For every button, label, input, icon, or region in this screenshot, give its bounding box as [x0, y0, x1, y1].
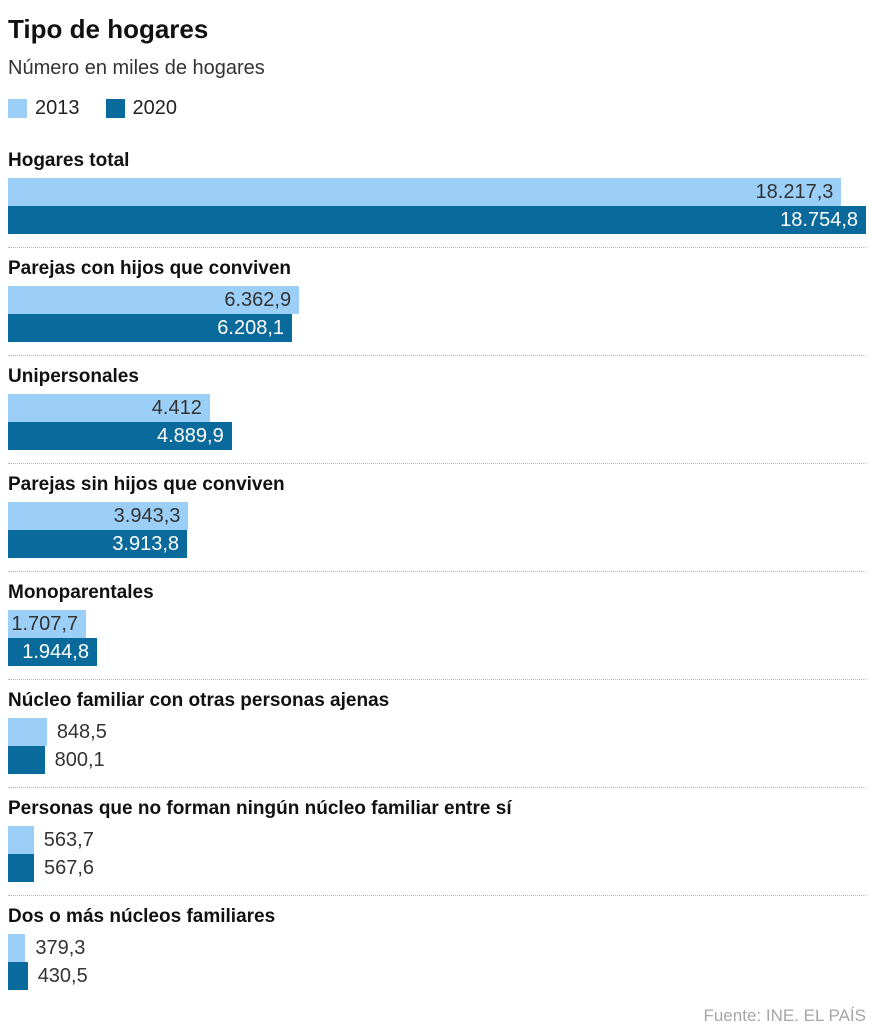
- bar-row-2020: 800,1: [8, 746, 866, 774]
- category-group: Monoparentales 1.707,7 1.944,8: [8, 582, 866, 680]
- group-separator: [8, 787, 866, 788]
- bar-2020: 6.208,1: [8, 314, 292, 342]
- source-credit: Fuente: INE. EL PAÍS: [703, 1006, 866, 1025]
- bar-2020: 1.944,8: [8, 638, 97, 666]
- value-label-2013: 1.707,7: [11, 613, 79, 635]
- value-label-2013: 563,7: [43, 829, 94, 851]
- category-group: Núcleo familiar con otras personas ajena…: [8, 690, 866, 788]
- legend-swatch-2020: [105, 99, 125, 118]
- group-separator: [8, 571, 866, 572]
- bar-row-2020: 6.208,1: [8, 314, 866, 342]
- bar-2013: 848,5: [8, 718, 107, 746]
- bar-row-2013: 379,3: [8, 934, 866, 962]
- bar-row-2013: 4.412: [8, 394, 866, 422]
- category-group: Dos o más núcleos familiares 379,3 430,5: [8, 906, 866, 990]
- bar-row-2013: 6.362,9: [8, 286, 866, 314]
- value-label-2013: 18.217,3: [755, 181, 834, 203]
- bar-row-2020: 567,6: [8, 854, 866, 882]
- bar-2013: 379,3: [8, 934, 85, 962]
- category-label: Parejas con hijos que conviven: [8, 258, 291, 279]
- chart-subtitle: Número en miles de hogares: [8, 57, 265, 79]
- legend-label-2013: 2013: [35, 97, 80, 119]
- value-label-2013: 6.362,9: [224, 289, 292, 311]
- value-label-2013: 379,3: [35, 937, 86, 959]
- category-label: Parejas sin hijos que conviven: [8, 474, 285, 495]
- bar-row-2020: 18.754,8: [8, 206, 866, 234]
- legend-item-2020: 2020: [105, 97, 178, 120]
- chart-title: Tipo de hogares: [8, 14, 209, 44]
- bar-2020: 4.889,9: [8, 422, 232, 450]
- bar-2013: 6.362,9: [8, 286, 300, 314]
- legend-item-2013: 2013: [8, 97, 80, 120]
- bar-2020: 567,6: [8, 854, 94, 882]
- value-label-2020: 3.913,8: [112, 533, 180, 555]
- value-label-2013: 3.943,3: [113, 505, 181, 527]
- value-label-2013: 848,5: [56, 721, 107, 743]
- group-separator: [8, 247, 866, 248]
- bar-row-2020: 3.913,8: [8, 530, 866, 558]
- group-separator: [8, 679, 866, 680]
- bar-2020: 18.754,8: [8, 206, 866, 234]
- group-separator: [8, 895, 866, 896]
- category-group: Unipersonales 4.412 4.889,9: [8, 366, 866, 464]
- chart-groups: Hogares total 18.217,3 18.754,8 Parejas …: [8, 150, 866, 990]
- legend: 2013 2020: [8, 97, 866, 120]
- category-group: Personas que no forman ningún núcleo fam…: [8, 798, 866, 896]
- value-label-2020: 430,5: [37, 965, 88, 987]
- legend-label-2020: 2020: [132, 97, 178, 119]
- legend-swatch-2013: [8, 99, 27, 118]
- value-label-2020: 6.208,1: [217, 317, 284, 339]
- group-separator: [8, 463, 866, 464]
- bar-row-2013: 848,5: [8, 718, 866, 746]
- bar-row-2013: 563,7: [8, 826, 866, 854]
- bar-2020: 3.913,8: [8, 530, 188, 558]
- category-group: Parejas con hijos que conviven 6.362,9 6…: [8, 258, 866, 356]
- value-label-2020: 18.754,8: [780, 209, 858, 231]
- bar-row-2020: 430,5: [8, 962, 866, 990]
- bar-row-2013: 1.707,7: [8, 610, 866, 638]
- category-label: Personas que no forman ningún núcleo fam…: [8, 798, 512, 819]
- bar-2013: 3.943,3: [8, 502, 189, 530]
- bar-2013: 563,7: [8, 826, 94, 854]
- category-group: Parejas sin hijos que conviven 3.943,3 3…: [8, 474, 866, 572]
- group-separator: [8, 355, 866, 356]
- bar-2013: 1.707,7: [8, 610, 87, 638]
- bar-2013: 4.412: [8, 394, 210, 422]
- bar-row-2020: 1.944,8: [8, 638, 866, 666]
- bar-row-2020: 4.889,9: [8, 422, 866, 450]
- category-group: Hogares total 18.217,3 18.754,8: [8, 150, 866, 248]
- category-label: Unipersonales: [8, 366, 139, 387]
- bar-2020: 430,5: [8, 962, 88, 990]
- value-label-2020: 4.889,9: [156, 425, 224, 447]
- value-label-2020: 800,1: [54, 749, 105, 771]
- bar-2020: 800,1: [8, 746, 105, 774]
- chart-container: Tipo de hogares Número en miles de hogar…: [8, 14, 866, 1026]
- category-label: Dos o más núcleos familiares: [8, 906, 276, 927]
- category-label: Hogares total: [8, 150, 130, 171]
- bar-row-2013: 3.943,3: [8, 502, 866, 530]
- category-label: Monoparentales: [8, 582, 154, 603]
- bar-row-2013: 18.217,3: [8, 178, 866, 206]
- value-label-2020: 1.944,8: [22, 641, 89, 663]
- value-label-2013: 4.412: [151, 397, 202, 419]
- category-label: Núcleo familiar con otras personas ajena…: [8, 690, 390, 711]
- value-label-2020: 567,6: [43, 857, 95, 879]
- bar-2013: 18.217,3: [8, 178, 842, 206]
